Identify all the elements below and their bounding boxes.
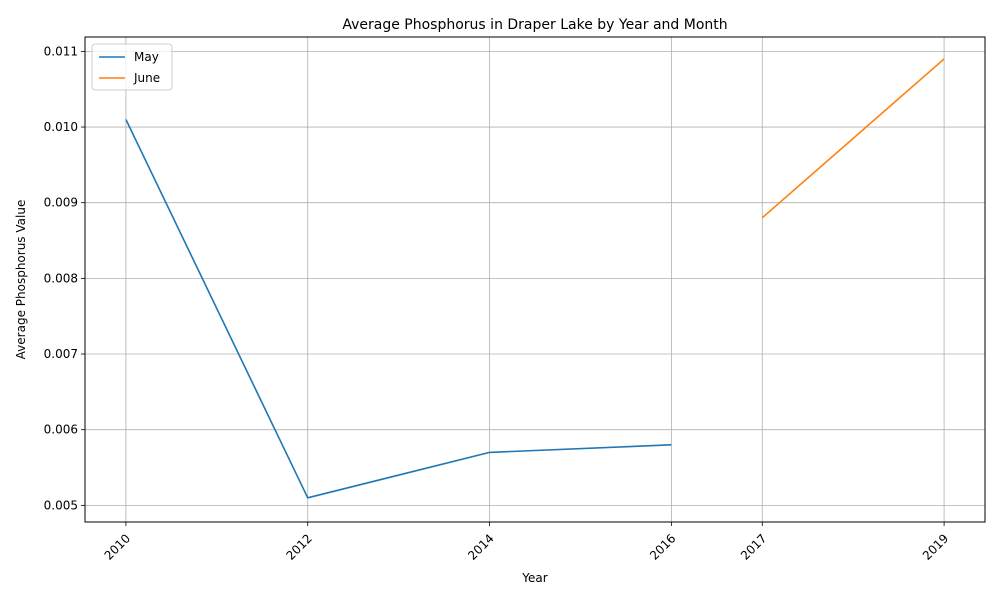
y-tick-label: 0.007 — [44, 347, 78, 361]
series-line-may — [125, 119, 672, 499]
y-tick-label: 0.008 — [44, 271, 78, 285]
legend-label-may: May — [134, 50, 159, 64]
y-axis-label: Average Phosphorus Value — [14, 200, 28, 360]
series-line-june — [761, 58, 945, 219]
y-tick-label: 0.009 — [44, 196, 78, 210]
chart-title: Average Phosphorus in Draper Lake by Yea… — [342, 17, 727, 33]
series-layer — [125, 58, 945, 499]
x-axis-label: Year — [521, 571, 547, 585]
grid — [85, 37, 985, 522]
y-tick-label: 0.010 — [44, 120, 78, 134]
y-axis-ticks: 0.005 0.006 0.007 0.008 0.009 0.010 0.011 — [44, 44, 85, 512]
plot-frame — [84, 36, 986, 523]
y-tick-label: 0.005 — [44, 498, 78, 512]
legend: May June — [91, 43, 173, 91]
y-tick-label: 0.006 — [44, 423, 78, 437]
legend-label-june: June — [133, 71, 160, 85]
y-tick-label: 0.011 — [44, 44, 78, 58]
